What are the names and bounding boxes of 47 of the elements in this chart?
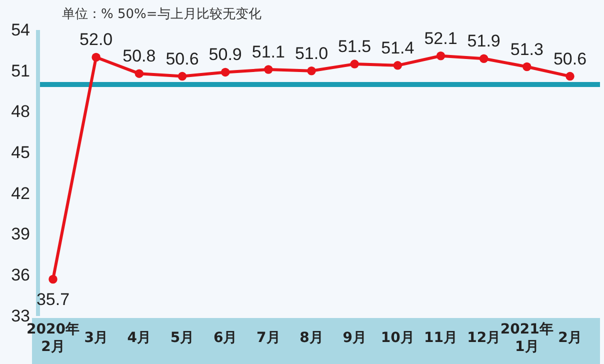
data-label: 50.8 (122, 46, 156, 66)
data-label: 52.1 (424, 28, 458, 48)
data-label: 50.6 (166, 49, 199, 68)
point (436, 52, 446, 60)
data-label: 50.6 (553, 49, 587, 68)
x-tick-label: 2021年1月 (500, 321, 554, 355)
data-label: 51.3 (510, 40, 544, 59)
point (307, 66, 316, 76)
point (178, 72, 187, 81)
y-tick-label: 48 (11, 102, 30, 122)
y-tick-label: 42 (11, 184, 30, 203)
x-tick-label: 11月 (424, 330, 458, 346)
x-tick-label: 2020年2月 (26, 321, 80, 355)
point (350, 60, 359, 68)
point (134, 69, 144, 78)
point (479, 54, 488, 63)
point (566, 72, 574, 81)
data-label: 35.7 (36, 290, 70, 310)
y-tick-label: 54 (11, 20, 30, 40)
x-tick-label: 6月 (213, 330, 238, 346)
x-tick-label: 12月 (467, 330, 501, 346)
data-label: 51.5 (338, 37, 372, 56)
data-label: 51.9 (467, 32, 500, 51)
point (48, 274, 58, 284)
data-label: 51.1 (252, 42, 285, 62)
x-tick-label: 8月 (300, 330, 324, 346)
point (264, 65, 273, 74)
x-tick-label: 7月 (256, 330, 280, 346)
data-label: 50.9 (208, 45, 242, 64)
data-label: 51.4 (381, 38, 414, 58)
x-tick-label: 5月 (170, 330, 194, 346)
x-tick-label: 10月 (380, 330, 414, 346)
x-tick-label: 9月 (342, 330, 366, 346)
text: 单位：% 50%=与上月比较无变化 (62, 7, 262, 22)
point (393, 61, 402, 70)
y-tick-label: 51 (11, 61, 30, 80)
point (522, 62, 532, 72)
data-label: 52.0 (80, 30, 113, 50)
point (92, 52, 100, 62)
y-tick-label: 36 (11, 266, 30, 285)
x-tick-label: 2月 (558, 330, 582, 346)
data-label: 51.0 (294, 44, 328, 63)
x-tick-label: 4月 (127, 330, 152, 346)
point (220, 68, 230, 77)
x-tick-label: 3月 (84, 330, 108, 346)
y-tick-label: 39 (11, 224, 30, 244)
y-tick-label: 45 (11, 143, 30, 162)
